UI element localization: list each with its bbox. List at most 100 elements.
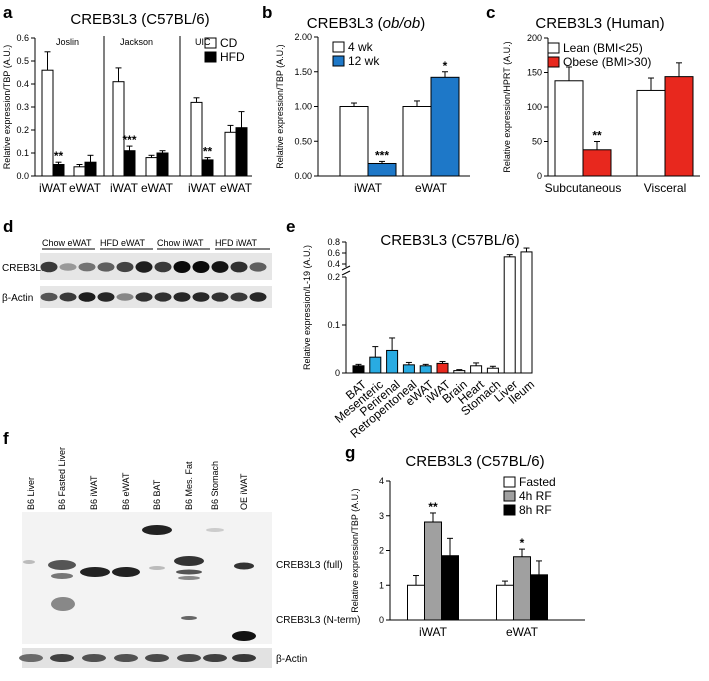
chart-a-bar xyxy=(224,131,237,177)
blot-d-actin-band xyxy=(230,292,248,302)
chart-c-bar xyxy=(554,80,584,177)
chart-a-bar xyxy=(123,150,136,177)
chart-e-ytick-label: 0.2 xyxy=(327,272,340,282)
chart-a-bar xyxy=(112,81,125,177)
chart-c-ytick-label: 0 xyxy=(537,171,542,181)
blot-d-creb-band xyxy=(97,262,115,272)
chart-a-category-label: iWAT xyxy=(188,181,217,195)
chart-a-ytick-label: 0.4 xyxy=(16,79,29,89)
chart-b-bar xyxy=(367,162,397,177)
chart-b-bar xyxy=(430,76,460,177)
chart-g-category-label: eWAT xyxy=(506,625,539,639)
blot-f-actin-band xyxy=(50,654,74,662)
blot-d-actin-band xyxy=(59,292,77,302)
chart-e-ytick-label: 0.4 xyxy=(327,259,340,269)
chart-c: CREB3L3 (Human) 0 50 100 150 200 Relative expr… xyxy=(502,15,700,195)
chart-e-ylabel: Relative expression/L-19 (A.U.) xyxy=(302,245,312,370)
chart-c-title: CREB3L3 (Human) xyxy=(535,15,664,32)
chart-a-category-label: eWAT xyxy=(69,181,102,195)
panel-letter-c: c xyxy=(486,3,495,22)
chart-b-significance: *** xyxy=(375,148,389,162)
chart-a-bar xyxy=(201,159,214,177)
chart-e-title: CREB3L3 (C57BL/6) xyxy=(380,232,519,249)
blot-f-label-actin: β-Actin xyxy=(276,654,307,665)
chart-g-ytick-label: 1 xyxy=(379,580,384,590)
chart-c-significance: ** xyxy=(592,129,602,143)
band-bat-faint xyxy=(149,566,165,570)
chart-e-bar xyxy=(369,356,382,374)
blot-d-creb-band xyxy=(154,261,172,273)
chart-g-category-label: iWAT xyxy=(419,625,448,639)
chart-c-bar xyxy=(664,76,694,177)
chart-a-ytick-label: 0.5 xyxy=(16,56,29,66)
blot-f-lane-label: B6 iWAT xyxy=(89,475,99,510)
chart-c-ytick-label: 100 xyxy=(527,102,542,112)
chart-b-legend-label: 4 wk xyxy=(348,40,374,54)
chart-c-category-label: Visceral xyxy=(644,181,686,195)
chart-a-bar xyxy=(235,127,248,177)
blot-f-actin-band xyxy=(82,654,106,662)
chart-g-bar xyxy=(407,584,425,621)
band-fasted-liver-smear xyxy=(51,597,75,611)
chart-e-bar xyxy=(470,365,483,374)
chart-a-ytick-label: 0.0 xyxy=(16,171,29,181)
chart-g-legend-swatch xyxy=(503,504,516,516)
chart-c-legend-swatch xyxy=(547,56,560,68)
blot-d-actin-band xyxy=(78,292,96,302)
chart-g-ytick-label: 4 xyxy=(379,476,384,486)
blot-d-actin-band xyxy=(97,292,115,302)
chart-b-category-label: iWAT xyxy=(354,181,383,195)
chart-e: CREB3L3 (C57BL/6) 0 0.1 0.2 0.40.60.8 Relativ… xyxy=(302,232,537,441)
chart-a-legend-swatch xyxy=(204,37,217,49)
chart-c-bar xyxy=(582,149,612,177)
chart-a-bar xyxy=(156,152,169,177)
blot-d-creb-band xyxy=(192,261,210,273)
blot-d-actin-band xyxy=(211,292,229,302)
chart-g-legend-label: 4h RF xyxy=(519,489,552,503)
chart-e-bar xyxy=(386,349,399,374)
chart-b-ytick-label: 1.00 xyxy=(294,102,312,112)
chart-a-legend-label: HFD xyxy=(220,50,245,64)
blot-d-actin-band xyxy=(40,292,58,302)
blot-d-creb-band xyxy=(78,262,96,272)
chart-c-ytick-label: 50 xyxy=(532,137,542,147)
blot-f-actin-band xyxy=(232,654,256,662)
chart-b-category-label: eWAT xyxy=(415,181,448,195)
chart-b-legend-swatch xyxy=(332,55,345,67)
blot-d-creb-band xyxy=(211,261,229,273)
band-stomach xyxy=(206,528,224,532)
chart-g-bar xyxy=(424,521,442,621)
chart-a-significance: ** xyxy=(203,145,213,159)
blot-f-lane-label: OE iWAT xyxy=(239,473,249,510)
blot-d-creb-band xyxy=(230,261,248,273)
chart-c-ytick-label: 150 xyxy=(527,68,542,78)
chart-a-bar xyxy=(84,161,97,177)
chart-a: CREB3L3 (C57BL/6) 0.0 0.1 0.2 0.3 0.4 0.5 0.6 Re… xyxy=(2,11,253,195)
chart-c-legend-swatch xyxy=(547,42,560,54)
chart-e-ytick-label: 0.8 xyxy=(327,237,340,247)
blot-f-lane-label: B6 BAT xyxy=(152,479,162,510)
blot-f-lane-label: B6 Mes. Fat xyxy=(184,461,194,510)
chart-a-bar xyxy=(52,164,65,177)
chart-g-ytick-label: 3 xyxy=(379,511,384,521)
blot-d-creb-band xyxy=(40,261,58,273)
chart-a-legend-label: CD xyxy=(220,36,238,50)
panel-letter-f: f xyxy=(3,429,9,448)
chart-a-group-label: Jackson xyxy=(120,37,153,47)
chart-g-bar xyxy=(441,555,459,621)
chart-e-ytick-label: 0.1 xyxy=(327,320,340,330)
chart-g-legend-label: 8h RF xyxy=(519,503,552,517)
blot-d-creb-band xyxy=(116,261,134,273)
chart-a-bar xyxy=(73,166,86,177)
chart-b-ytick-label: 2.00 xyxy=(294,32,312,42)
chart-g-significance: ** xyxy=(428,500,438,514)
chart-g-title: CREB3L3 (C57BL/6) xyxy=(405,453,544,470)
band-iwat xyxy=(80,567,110,577)
chart-g-ytick-label: 0 xyxy=(379,615,384,625)
chart-a-bar xyxy=(190,101,203,177)
chart-a-significance: ** xyxy=(54,149,64,163)
chart-e-break-mark xyxy=(341,265,351,271)
chart-g-bar xyxy=(513,556,531,621)
chart-c-ylabel: Relative expression/HPRT (A.U.) xyxy=(502,41,512,172)
